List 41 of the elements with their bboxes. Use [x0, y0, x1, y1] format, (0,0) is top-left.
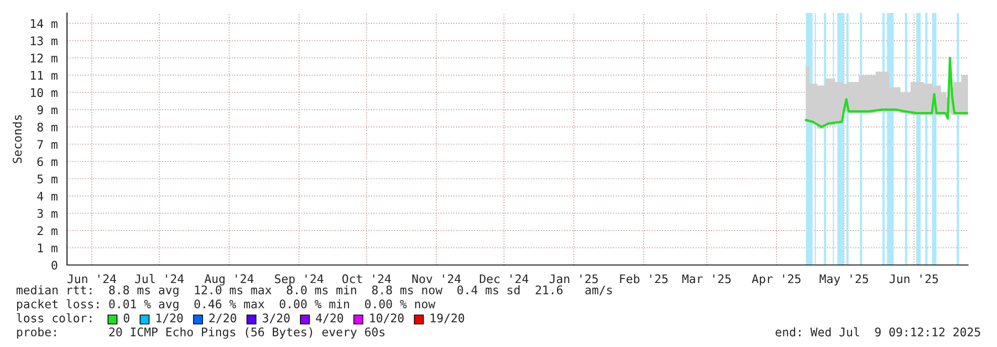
- y-tick-label: 8 m: [37, 122, 58, 132]
- text: 4/20: [316, 314, 344, 324]
- x-tick-label: Apr '25: [752, 274, 800, 286]
- y-tick-label: 11 m: [30, 71, 58, 80]
- text: end: Wed Jul 9 09:12:12 2025: [776, 327, 980, 336]
- x-tick-label: Sep '24: [274, 274, 324, 286]
- text: probe: 20 ICMP Echo Pings (56 Bytes) every 60s: [17, 327, 384, 339]
- x-tick-label: Mar '25: [682, 274, 731, 284]
- y-tick-label: 9 m: [37, 105, 58, 114]
- y-tick-label: 1 m: [38, 244, 58, 252]
- y-tick-label: 10 m: [30, 88, 58, 98]
- x-tick-label: Aug '24: [204, 274, 254, 286]
- y-tick-label: 4 m: [37, 192, 58, 200]
- x-tick-label: Jul '24: [135, 274, 184, 284]
- text: packet loss: 0.01 % avg 0.46 % max 0.00 % min 0.00 % now: [17, 299, 436, 311]
- y-tick-label: 12 m: [30, 54, 58, 62]
- text: 10/20: [370, 314, 404, 324]
- text: 3/20: [262, 314, 290, 324]
- y-tick-label: 3 m: [37, 208, 58, 218]
- x-tick-label: Nov '24: [412, 274, 461, 284]
- x-tick-label: Jun '24: [68, 274, 116, 284]
- text: 19/20: [430, 314, 464, 324]
- text: median rtt: 8.8 ms avg 12.0 ms max 8.0 ms min 8.8 ms now 0.4 ms sd 21.6 am/s: [16, 285, 612, 297]
- text: 1/20: [156, 314, 183, 324]
- x-tick-label: Jan '25: [550, 274, 598, 284]
- text: 2/20: [209, 314, 236, 324]
- y-tick-label: 5 m: [37, 174, 58, 184]
- y-tick-label: 7 m: [37, 140, 58, 149]
- y-tick-label: 2 m: [38, 226, 58, 235]
- x-tick-label: Dec '24: [480, 274, 528, 284]
- y-tick-label: 6 m: [37, 157, 58, 166]
- x-tick-label: May '25: [820, 274, 868, 286]
- text: 0: [124, 314, 130, 322]
- text: loss color:: [16, 313, 92, 322]
- x-tick-label: Jun '25: [890, 274, 938, 284]
- x-tick-label: Feb '25: [620, 274, 668, 284]
- y-tick-label: 14 m: [30, 19, 58, 28]
- x-tick-label: Oct '24: [342, 274, 391, 284]
- y-tick-label: 0: [52, 260, 58, 270]
- y-axis-title: Seconds: [12, 115, 22, 164]
- y-tick-label: 13 m: [30, 36, 58, 46]
